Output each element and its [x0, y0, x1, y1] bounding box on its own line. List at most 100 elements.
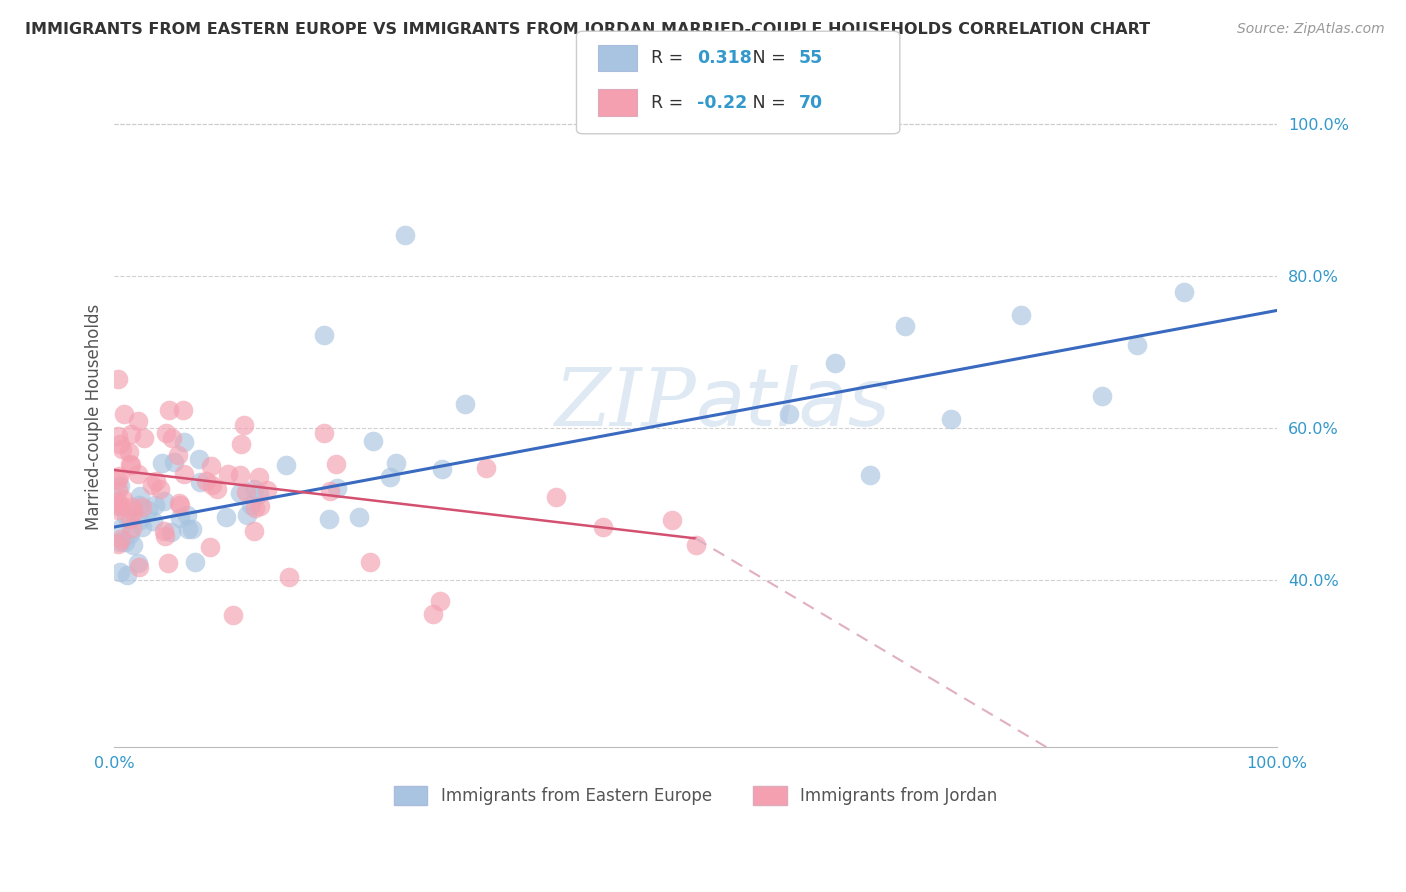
- Point: [120, 458, 142, 472]
- Text: N =: N =: [747, 49, 790, 67]
- Point: [118, 445, 141, 459]
- Point: [249, 499, 271, 513]
- Text: -0.22: -0.22: [697, 94, 748, 112]
- Point: [778, 407, 800, 421]
- Point: [131, 520, 153, 534]
- Point: [236, 508, 259, 522]
- Point: [107, 537, 129, 551]
- Point: [110, 521, 132, 535]
- Text: IMMIGRANTS FROM EASTERN EUROPE VS IMMIGRANTS FROM JORDAN MARRIED-COUPLE HOUSEHOL: IMMIGRANTS FROM EASTERN EUROPE VS IMMIGR…: [25, 22, 1150, 37]
- Point: [312, 426, 335, 441]
- Point: [187, 452, 209, 467]
- Point: [592, 520, 614, 534]
- Point: [128, 513, 150, 527]
- Point: [112, 492, 135, 507]
- Point: [141, 478, 163, 492]
- Point: [685, 538, 707, 552]
- Point: [108, 437, 131, 451]
- Point: [127, 467, 149, 482]
- Point: [153, 493, 176, 508]
- Point: [169, 498, 191, 512]
- Point: [149, 483, 172, 497]
- Point: [222, 608, 245, 623]
- Point: [326, 481, 349, 495]
- Point: [121, 521, 143, 535]
- Text: R =: R =: [651, 94, 689, 112]
- Point: [163, 455, 186, 469]
- Point: [1126, 338, 1149, 352]
- Point: [107, 371, 129, 385]
- Point: [201, 478, 224, 492]
- Point: [859, 468, 882, 483]
- Point: [243, 524, 266, 538]
- Point: [454, 397, 477, 411]
- Point: [120, 426, 142, 441]
- Point: [145, 475, 167, 489]
- Point: [160, 525, 183, 540]
- Point: [256, 483, 278, 498]
- Point: [235, 484, 257, 499]
- Point: [546, 491, 568, 505]
- Point: [143, 498, 166, 512]
- Point: [107, 428, 129, 442]
- Point: [312, 327, 335, 342]
- Text: ZIP: ZIP: [554, 365, 696, 442]
- Point: [112, 407, 135, 421]
- Point: [274, 458, 297, 472]
- Point: [217, 467, 239, 482]
- Point: [180, 522, 202, 536]
- Point: [160, 431, 183, 445]
- Point: [198, 540, 221, 554]
- Point: [155, 426, 177, 441]
- Point: [1173, 285, 1195, 299]
- Point: [378, 470, 401, 484]
- Point: [138, 503, 160, 517]
- Point: [166, 448, 188, 462]
- Point: [243, 501, 266, 516]
- Point: [941, 412, 963, 426]
- Point: [108, 469, 131, 483]
- Point: [247, 487, 270, 501]
- Point: [430, 462, 453, 476]
- Point: [120, 512, 142, 526]
- Point: [188, 475, 211, 489]
- Point: [394, 227, 416, 242]
- Point: [361, 434, 384, 449]
- Text: 70: 70: [799, 94, 823, 112]
- Point: [422, 607, 444, 621]
- Text: N =: N =: [747, 94, 790, 112]
- Point: [229, 485, 252, 500]
- Point: [110, 478, 132, 492]
- Point: [122, 538, 145, 552]
- Point: [173, 467, 195, 482]
- Point: [121, 500, 143, 514]
- Point: [243, 483, 266, 497]
- Point: [153, 529, 176, 543]
- Point: [229, 436, 252, 450]
- Point: [142, 514, 165, 528]
- Point: [107, 495, 129, 509]
- Point: [157, 402, 180, 417]
- Point: [111, 442, 134, 456]
- Text: 55: 55: [799, 49, 823, 67]
- Point: [319, 484, 342, 499]
- Point: [277, 570, 299, 584]
- Point: [118, 458, 141, 472]
- Point: [107, 473, 129, 487]
- Point: [247, 470, 270, 484]
- Point: [114, 535, 136, 549]
- Point: [134, 431, 156, 445]
- Point: [120, 527, 142, 541]
- Y-axis label: Married-couple Households: Married-couple Households: [86, 303, 103, 530]
- Point: [318, 512, 340, 526]
- Point: [194, 474, 217, 488]
- Text: Source: ZipAtlas.com: Source: ZipAtlas.com: [1237, 22, 1385, 37]
- Point: [661, 513, 683, 527]
- Point: [127, 413, 149, 427]
- Point: [107, 483, 129, 497]
- Point: [167, 496, 190, 510]
- Point: [325, 457, 347, 471]
- Point: [349, 510, 371, 524]
- Point: [385, 456, 408, 470]
- Point: [156, 556, 179, 570]
